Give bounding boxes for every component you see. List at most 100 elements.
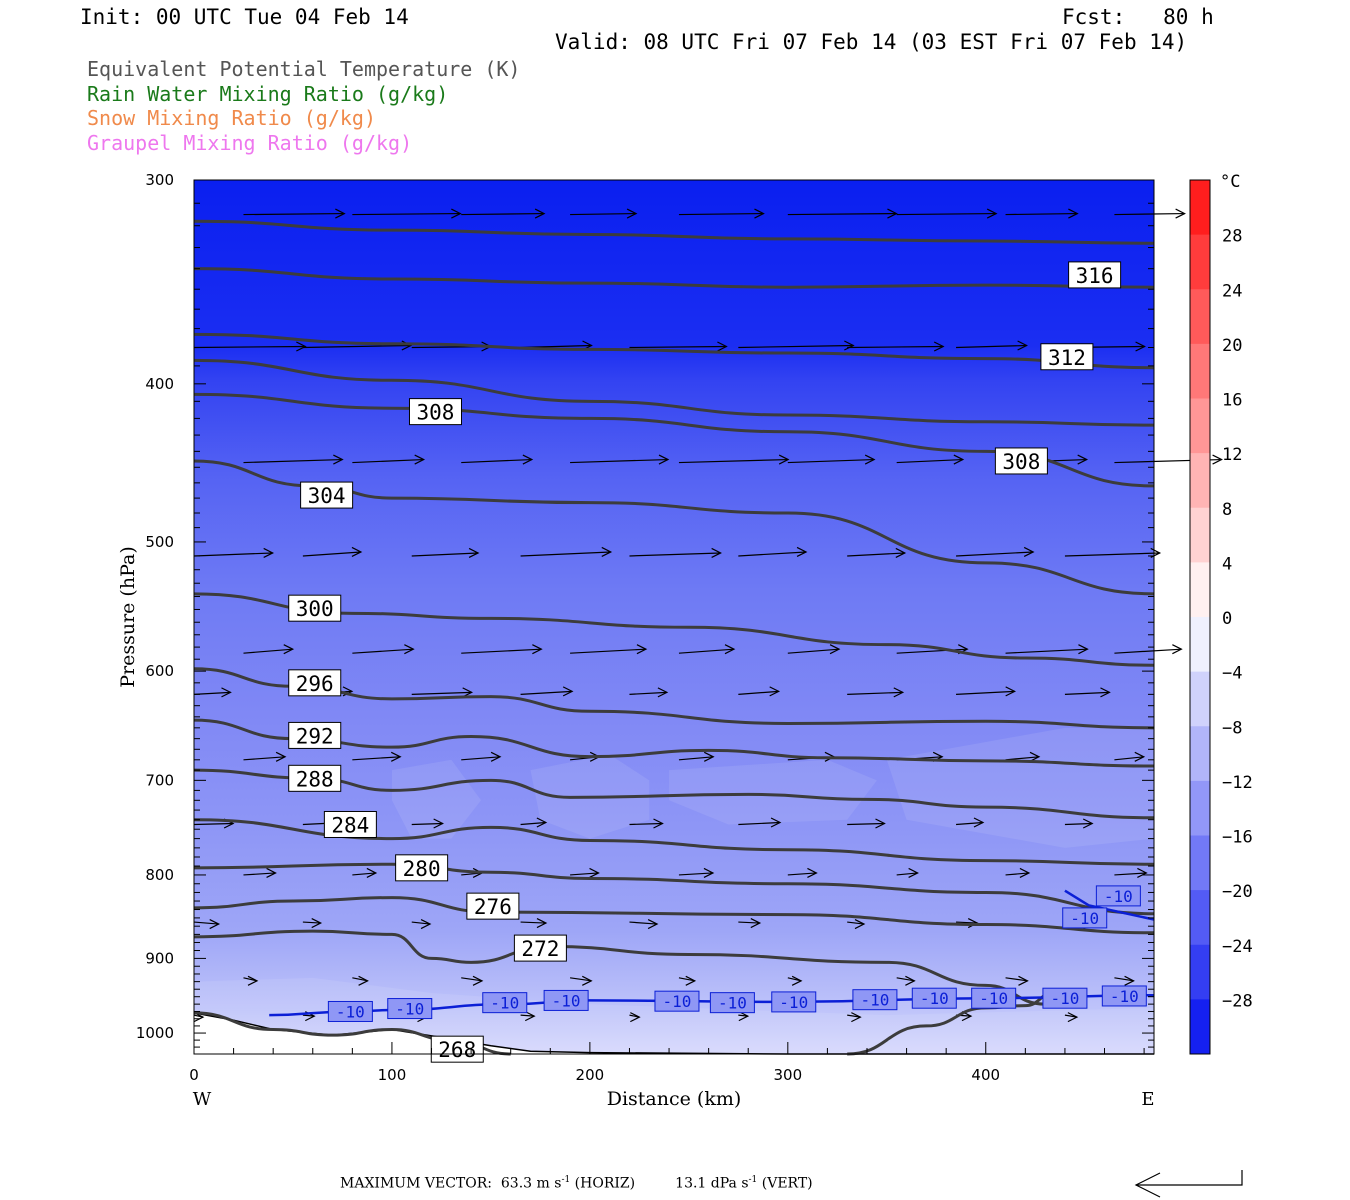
colorbar-label: 16 [1222,391,1242,411]
isotherm-label-text: -10 [490,994,519,1013]
wind-vector [738,340,855,351]
theta-e-line-276 [193,896,1155,935]
wind-vector [678,751,715,762]
theta-e-label: 312 [1040,343,1094,371]
x-end-label-east: E [1141,1089,1154,1110]
wind-vector [1114,751,1146,762]
colorbar-label: 12 [1222,445,1242,465]
theta-e-contours: 316 312 308 308 304 300 296 292 288 284 280 276 272 2… [193,219,1155,1063]
wind-vector [193,547,275,559]
theta-e-label: 296 [288,669,342,697]
x-end-label-west: W [193,1089,212,1110]
wind-vector [1064,1012,1079,1023]
theta-e-label-text: 308 [417,401,455,425]
wind-vector [520,546,613,558]
wind-vector [411,919,432,930]
wind-vector [738,817,782,828]
theta-e-label: 308 [408,398,462,426]
wind-vector [243,454,344,465]
wind-vector [847,341,945,352]
wind-vector [352,975,369,986]
theta-e-line-288 [193,768,1155,820]
colorbar-label: −4 [1222,664,1242,684]
theta-e-label: 292 [288,721,342,749]
wind-vector [738,686,781,697]
wind-vector [461,208,546,219]
theta-e-label-text: 304 [308,484,346,508]
wind-vector [193,919,221,930]
colorbar-cell [1190,234,1210,290]
isotherm-label-text: -10 [779,993,808,1012]
field-label-graupel: Graupel Mixing Ratio (g/kg) [87,131,413,155]
wind-vector [569,975,593,986]
y-tick-label: 700 [145,771,174,789]
colorbar-frame [1189,179,1211,1055]
colorbar-label: −24 [1222,937,1253,957]
wind-vector [570,644,648,655]
wind-vector [520,1011,536,1022]
x-tick-label: 0 [189,1066,199,1084]
shading-cell-3 [886,727,1154,848]
init-time: Init: 00 UTC Tue 04 Feb 14 [80,5,409,29]
max-vector-legend: MAXIMUM VECTOR: 63.3 m s-1 (HORIZ) 13.1 … [340,1175,813,1192]
wind-vector [243,208,346,219]
colorbar-cell [1190,999,1210,1055]
field-label-rain: Rain Water Mixing Ratio (g/kg) [87,82,449,106]
colorbar-label: 4 [1222,554,1232,574]
shading-cell-4 [194,977,1154,1054]
wind-vector [1005,208,1079,219]
wind-vector [956,546,1035,558]
isotherm-label: -10 [1062,907,1108,929]
colorbar-cell [1190,890,1210,946]
wind-vector [1005,644,1089,655]
wind-vector [896,208,998,219]
reference-vector-head [1134,1172,1161,1198]
y-tick-label: 1000 [136,1024,174,1042]
colorbar-cell [1190,289,1210,345]
theta-e-label-text: 272 [521,937,559,961]
y-tick-label: 300 [145,171,174,189]
y-tick-label: 600 [145,662,174,680]
wind-vector [461,751,502,762]
wind-vector [956,817,985,828]
wind-vector [352,454,426,465]
wind-vector [629,547,722,559]
colorbar-cell [1190,507,1210,563]
plot-frame [193,179,1155,1055]
isotherm-label-text: -10 [1110,987,1139,1006]
theta-e-line-272 [193,929,1085,1006]
isotherm-label: -10 [771,991,817,1013]
axes: 300 400 500 600 700 800 900 1000 0 100 200 300 400 W E… [117,171,1155,1110]
theta-e-label-text: 268 [438,1038,476,1062]
field-label-snow: Snow Mixing Ratio (g/kg) [87,106,376,130]
wind-vector [678,208,765,219]
theta-e-label: 268 [430,1035,484,1063]
wind-vector [1005,975,1029,986]
theta-e-label: 304 [300,481,354,509]
wind-vector [243,751,287,762]
colorbar-cell [1190,671,1210,727]
wind-vector [847,818,886,829]
theta-e-label-text: 316 [1076,264,1114,288]
wind-vector [243,975,259,986]
wind-vector [678,867,715,878]
theta-e-label: 300 [288,594,342,622]
isotherm-label: -10 [654,990,700,1012]
theta-e-line-284 [193,818,1155,866]
reference-vector [1134,1170,1243,1198]
colorbar-cell [1190,453,1210,509]
x-tick-label: 300 [773,1066,802,1084]
theta-e-label-text: 300 [296,597,334,621]
theta-e-label-text: 292 [296,724,334,748]
wind-vector [302,918,323,929]
isotherm-label: -10 [482,992,528,1014]
wind-vector [411,818,444,829]
wind-vector [629,341,728,352]
isotherm-label-text: -10 [920,989,949,1008]
wind-vector [1064,687,1111,698]
theta-e-label-text: 284 [331,813,369,837]
wind-vector [1005,751,1041,762]
y-tick-label: 900 [145,949,174,967]
theta-e-line-316 [193,267,1155,289]
wind-vector [738,546,808,558]
